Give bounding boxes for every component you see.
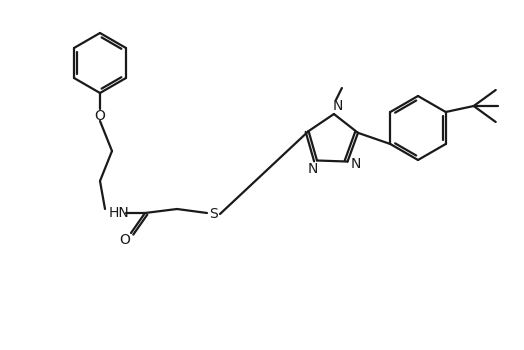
Text: O: O: [94, 109, 105, 123]
Text: N: N: [333, 99, 343, 113]
Text: HN: HN: [108, 206, 129, 220]
Text: N: N: [308, 162, 318, 176]
Text: O: O: [119, 233, 130, 247]
Text: N: N: [351, 156, 361, 170]
Text: S: S: [210, 207, 219, 221]
